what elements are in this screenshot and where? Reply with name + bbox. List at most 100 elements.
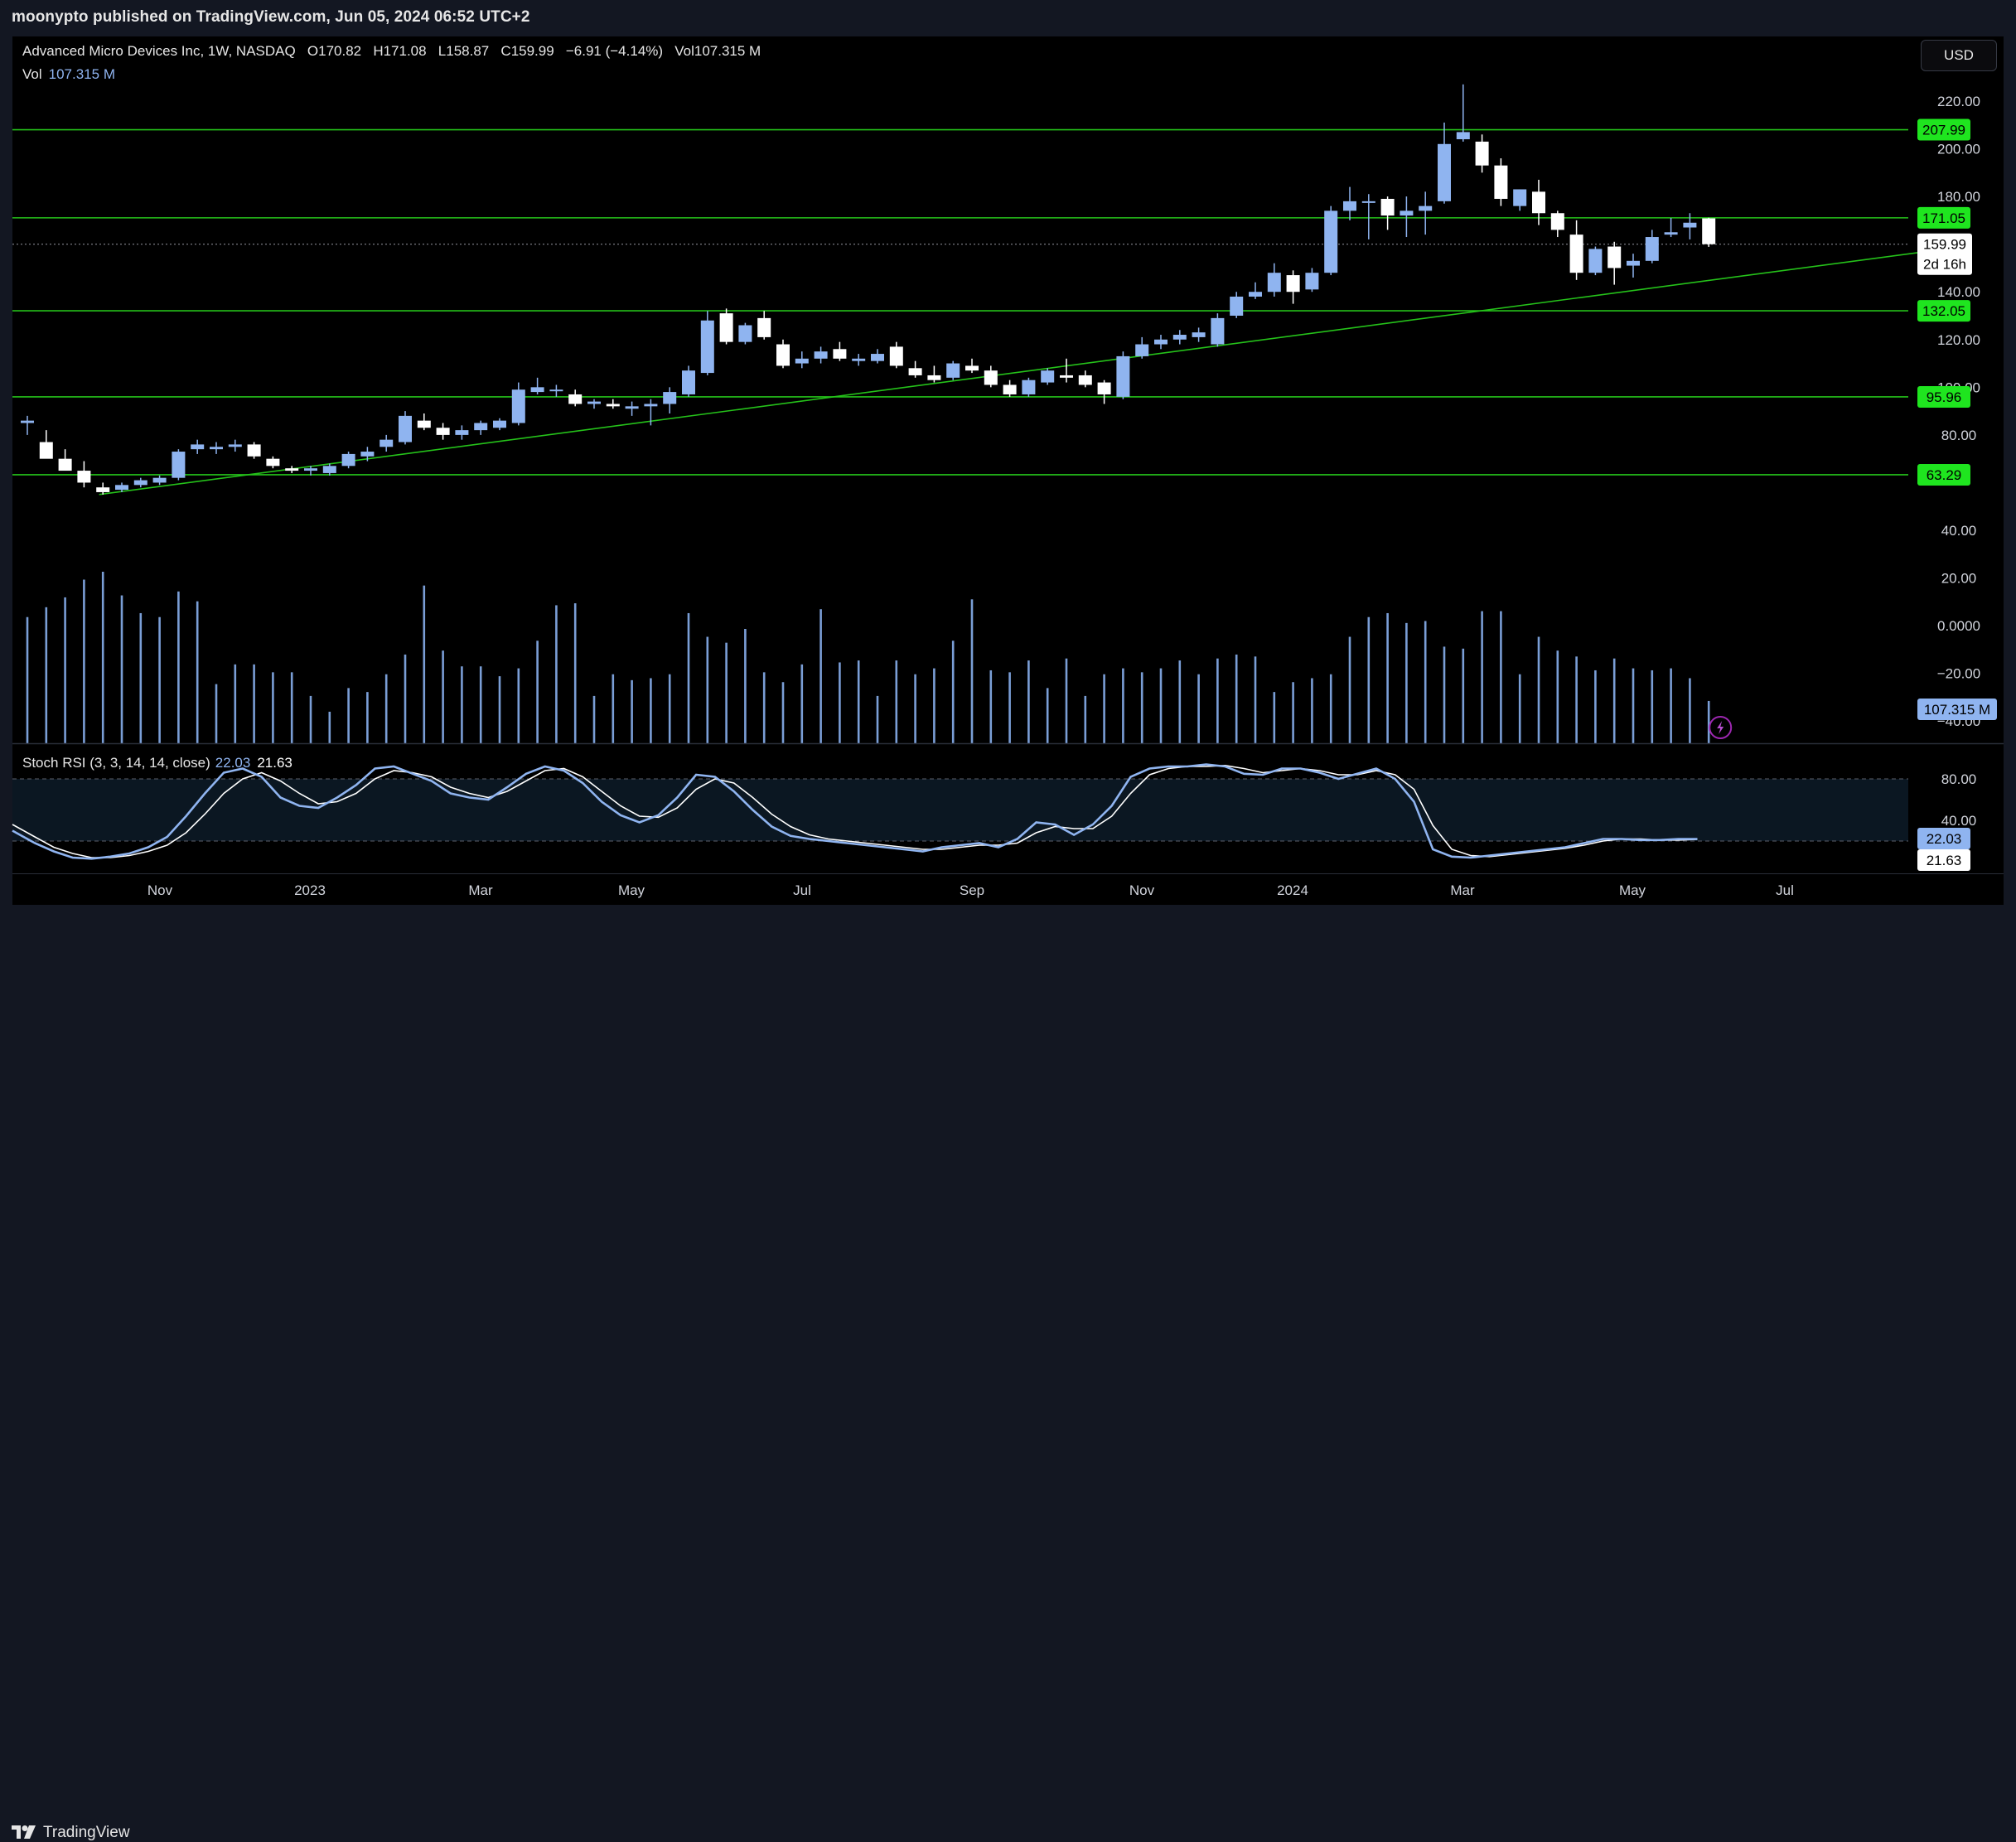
price-tick: 220.00: [1937, 94, 1980, 109]
volume-bar: [1329, 674, 1332, 743]
volume-bar: [1443, 646, 1446, 743]
volume-bar: [1027, 660, 1030, 743]
candle-body: [984, 370, 998, 385]
candle-body: [285, 468, 299, 471]
candle-body: [682, 370, 695, 394]
candle-body: [1135, 344, 1149, 356]
countdown-label: 2d 16h: [1923, 257, 1966, 273]
candle-body: [1078, 375, 1092, 385]
volume-bar: [309, 695, 312, 743]
volume-bar: [857, 660, 860, 743]
volume-bar: [895, 660, 898, 743]
candle-body: [1172, 335, 1187, 340]
volume-bar: [744, 629, 747, 743]
volume-bar: [1159, 668, 1163, 743]
volume-bar: [1500, 611, 1502, 743]
stoch-k-badge-label: 22.03: [1927, 831, 1962, 847]
volume-bar: [196, 601, 199, 743]
candle-body: [266, 458, 280, 467]
candle-body: [191, 444, 205, 450]
volume-bar: [139, 612, 143, 743]
candle-body: [587, 401, 601, 404]
volume-bar: [1405, 622, 1408, 743]
volume-bar: [1311, 678, 1313, 743]
open-label: O: [307, 43, 319, 59]
volume-bar: [366, 692, 369, 743]
time-tick: Nov: [147, 882, 173, 898]
volume-bar: [1386, 612, 1389, 743]
volume-bar: [1084, 695, 1087, 743]
price-tick: 120.00: [1937, 332, 1980, 348]
chart-panel[interactable]: [12, 36, 2004, 905]
candle-body: [889, 346, 903, 366]
candle-body: [133, 480, 147, 486]
candle-body: [1192, 332, 1206, 337]
volume-bar: [555, 605, 558, 743]
vol-value: 107.315 M: [694, 43, 761, 59]
volume-bar: [404, 654, 407, 743]
candle-body: [152, 477, 167, 483]
candle-body: [719, 313, 733, 342]
volume-bar: [158, 616, 161, 743]
publisher-line: moonypto published on TradingView.com, J…: [12, 8, 530, 26]
candle-body: [738, 325, 752, 342]
candle-body: [1324, 210, 1338, 273]
candle-body: [1286, 275, 1300, 292]
volume-bar: [1235, 654, 1238, 743]
candle-body: [757, 317, 771, 337]
candle-body: [380, 439, 394, 447]
volume-bar: [725, 642, 728, 743]
volume-bar: [101, 572, 104, 743]
candle-body: [530, 387, 544, 393]
candle-body: [1022, 380, 1036, 394]
volume-bar: [45, 607, 48, 743]
currency-button[interactable]: USD: [1921, 40, 1997, 71]
chart-canvas[interactable]: 220.00200.00180.00140.00120.00100.0080.0…: [0, 0, 2016, 951]
volume-bar: [1197, 674, 1200, 743]
volume-bar: [839, 662, 841, 743]
candle-body: [399, 415, 412, 442]
candle-body: [96, 487, 110, 492]
volume-bar: [1689, 678, 1691, 743]
tradingview-logo[interactable]: TradingView: [12, 1824, 130, 1842]
time-tick: May: [1619, 882, 1646, 898]
volume-bar: [1065, 658, 1068, 743]
time-tick: Mar: [468, 882, 493, 898]
volume-bar: [1612, 658, 1616, 743]
volume-bar: [592, 695, 596, 743]
last-price-label: 159.99: [1923, 237, 1966, 253]
volume-bar: [177, 591, 180, 743]
tradingview-brand: TradingView: [43, 1824, 130, 1841]
candle-body: [1230, 296, 1244, 316]
volume-bar: [1292, 682, 1294, 743]
price-tick: 200.00: [1937, 142, 1980, 157]
time-tick: 2023: [294, 882, 326, 898]
stoch-d-badge: [1917, 849, 1970, 871]
volume-bar: [1103, 674, 1105, 743]
candle-body: [360, 452, 375, 457]
candle-body: [58, 458, 72, 471]
candle-body: [436, 428, 450, 435]
volume-bar: [461, 666, 463, 743]
candle-body: [228, 444, 242, 447]
volume-bar: [64, 597, 66, 743]
candle-body: [1211, 317, 1225, 345]
candle-body: [1267, 273, 1281, 292]
volume-bar: [631, 679, 633, 743]
candle-body: [625, 406, 639, 409]
volume-bar: [347, 688, 350, 743]
candle-body: [1343, 201, 1356, 211]
volume-badge: [1917, 699, 1997, 720]
level-badge-label: 171.05: [1922, 210, 1965, 226]
volume-bar: [234, 664, 237, 743]
stoch-legend: Stoch RSI (3, 3, 14, 14, close) 22.03 21.6…: [22, 755, 292, 771]
volume-bar: [687, 612, 690, 743]
volume-bar: [914, 674, 916, 743]
horizontal-levels: [12, 128, 1908, 476]
level-badge-label: 95.96: [1927, 389, 1962, 405]
volume-bar: [290, 672, 293, 743]
volume-bar: [83, 579, 85, 743]
candle-body: [417, 420, 431, 428]
candle-body: [341, 453, 355, 467]
trendline-segment: [99, 250, 1928, 496]
